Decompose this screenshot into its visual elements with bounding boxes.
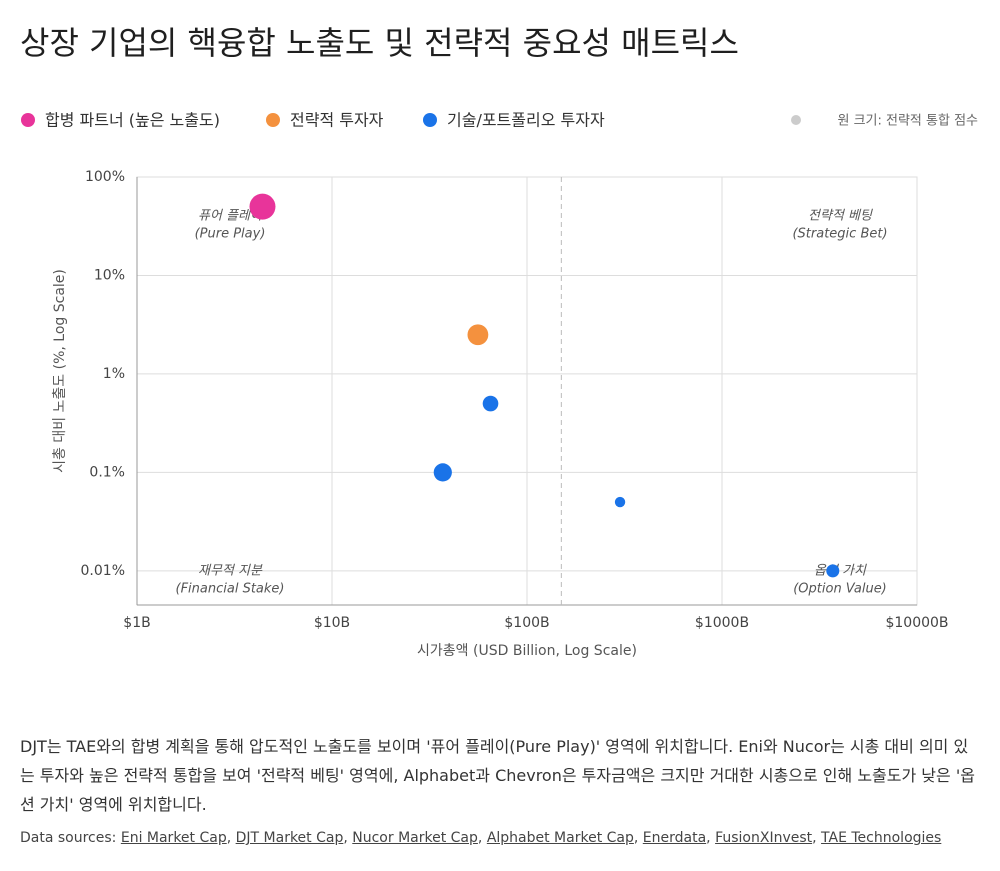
- y-tick-label: 100%: [85, 169, 125, 185]
- x-tick-label: $100B: [504, 615, 549, 631]
- description: DJT는 TAE와의 합병 계획을 통해 압도적인 노출도를 보이며 '퓨어 플…: [20, 737, 975, 814]
- x-tick-label: $1000B: [695, 615, 749, 631]
- bubble: [467, 324, 489, 346]
- y-axis-label: 시총 대비 노출도 (%, Log Scale): [52, 269, 68, 473]
- legend-label: 전략적 투자자: [290, 111, 384, 130]
- sources-label: Data sources:: [20, 830, 117, 846]
- legend-label: 기술/포트폴리오 투자자: [447, 111, 605, 130]
- quadrant-label: 전략적 베팅: [808, 209, 873, 224]
- y-tick-label: 1%: [103, 366, 125, 382]
- quadrant-label: 옵션 가치: [814, 564, 867, 579]
- quadrant-label: 재무적 지분: [198, 564, 263, 579]
- quadrant-sublabel: (Pure Play): [195, 227, 266, 242]
- x-axis-label: 시가총액 (USD Billion, Log Scale): [417, 643, 637, 659]
- chart-title: 상장 기업의 핵융합 노출도 및 전략적 중요성 매트릭스: [20, 24, 739, 62]
- bubble: [482, 395, 499, 412]
- source-link[interactable]: Alphabet Market Cap: [486, 830, 634, 846]
- legend-marker: [423, 113, 437, 127]
- quadrant-sublabel: (Financial Stake): [176, 582, 285, 597]
- source-link[interactable]: DJT Market Cap: [235, 830, 344, 846]
- x-tick-label: $10B: [314, 615, 350, 631]
- x-tick-label: $10000B: [885, 615, 948, 631]
- source-link[interactable]: Enerdata: [642, 830, 707, 846]
- quadrant-sublabel: (Option Value): [793, 582, 887, 597]
- legend-size-marker: [791, 115, 801, 125]
- y-tick-label: 10%: [94, 267, 125, 283]
- quadrant-label: 퓨어 플레이: [198, 209, 263, 224]
- bubble: [614, 496, 626, 508]
- legend-label: 합병 파트너 (높은 노출도): [45, 111, 220, 130]
- source-link[interactable]: FusionXInvest: [715, 830, 813, 846]
- y-tick-label: 0.01%: [81, 563, 125, 579]
- y-tick-label: 0.1%: [89, 464, 125, 480]
- source-link[interactable]: Eni Market Cap: [120, 830, 227, 846]
- legend-size-note: 원 크기: 전략적 통합 점수: [837, 114, 978, 129]
- legend-marker: [266, 113, 280, 127]
- bubble: [826, 564, 840, 578]
- source-link[interactable]: Nucor Market Cap: [352, 830, 478, 846]
- sources: Data sources: Eni Market Cap, DJT Market…: [20, 830, 942, 846]
- source-link[interactable]: TAE Technologies: [821, 830, 942, 846]
- bubble: [433, 463, 452, 482]
- bubble: [249, 193, 276, 220]
- quadrant-sublabel: (Strategic Bet): [792, 227, 887, 242]
- x-tick-label: $1B: [123, 615, 150, 631]
- legend-marker: [21, 113, 35, 127]
